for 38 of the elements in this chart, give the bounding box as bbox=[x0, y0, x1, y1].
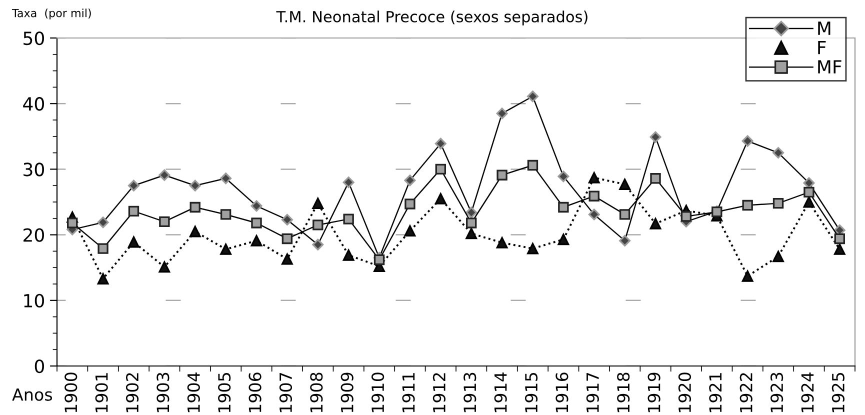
x-tick-label: 1916 bbox=[556, 372, 568, 412]
x-tick-label: 1915 bbox=[524, 373, 538, 412]
x-tick-label: 1917 bbox=[586, 372, 599, 412]
x-tick-label: 1911 bbox=[402, 373, 415, 412]
x-tick-label: 1906 bbox=[248, 372, 262, 412]
x-tick-label: 1904 bbox=[187, 372, 200, 412]
x-tick-label: 1922 bbox=[740, 373, 752, 412]
x-tick-label: 1912 bbox=[432, 373, 446, 412]
x-tick-label: 1921 bbox=[709, 373, 722, 412]
legend-label: M bbox=[818, 22, 830, 35]
x-tick-label: 1910 bbox=[372, 372, 384, 412]
x-tick-label: 1902 bbox=[126, 373, 139, 412]
x-tick-label: 1919 bbox=[648, 372, 660, 412]
x-tick-label: 1901 bbox=[95, 373, 108, 412]
y-tick-label: 10 bbox=[24, 294, 44, 308]
x-axis-title: Anos bbox=[12, 388, 52, 401]
y-tick-label: 40 bbox=[23, 97, 44, 111]
chart-title: T.M. Neonatal Precoce (sexos separados) bbox=[276, 10, 588, 26]
x-tick-label: 1907 bbox=[279, 372, 292, 412]
legend-label: F bbox=[818, 40, 826, 54]
x-tick-label: 1920 bbox=[678, 372, 692, 412]
x-tick-label: 1914 bbox=[494, 372, 507, 412]
x-tick-label: 1918 bbox=[617, 372, 630, 412]
legend-label: MF bbox=[818, 60, 842, 74]
x-tick-label: 1909 bbox=[340, 372, 354, 412]
x-tick-label: 1905 bbox=[218, 373, 231, 412]
x-tick-label: 1924 bbox=[801, 372, 814, 412]
y-tick-label: 30 bbox=[24, 162, 44, 176]
y-tick-label: 50 bbox=[24, 31, 44, 46]
y-tick-label: 20 bbox=[24, 228, 44, 242]
x-tick-label: 1908 bbox=[310, 372, 323, 412]
x-tick-label: 1923 bbox=[770, 372, 784, 412]
x-tick-label: 1900 bbox=[64, 372, 78, 412]
x-tick-label: 1925 bbox=[832, 373, 844, 412]
x-tick-label: 1903 bbox=[156, 372, 170, 412]
x-tick-label: 1913 bbox=[464, 372, 476, 412]
y-tick-label: 0 bbox=[34, 359, 44, 374]
y-axis-title: Taxa (por mil) bbox=[12, 8, 91, 20]
